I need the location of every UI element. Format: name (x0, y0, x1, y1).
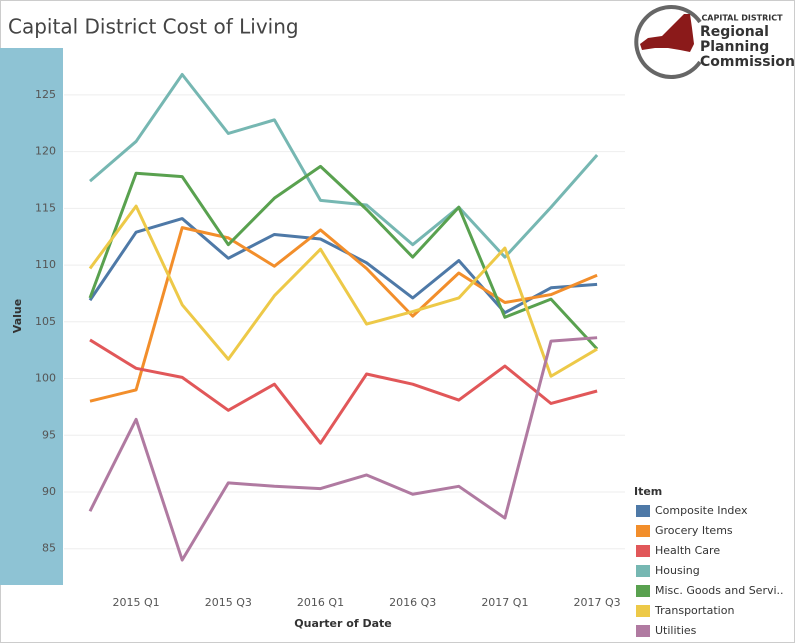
legend-swatch (636, 545, 650, 557)
x-tick-label: 2017 Q3 (574, 596, 621, 609)
x-tick-label: 2015 Q3 (205, 596, 252, 609)
legend-swatch (636, 505, 650, 517)
series-line (88, 336, 598, 562)
legend-swatch (636, 585, 650, 597)
logo-text: Commission (700, 54, 795, 70)
y-tick-label: 95 (42, 428, 56, 441)
logo-ring (634, 5, 702, 79)
chart-title: Capital District Cost of Living (8, 15, 299, 39)
logo-text: CAPITAL DISTRICT (701, 14, 783, 23)
y-tick-label: 110 (35, 258, 56, 271)
y-tick-label: 125 (35, 88, 56, 101)
legend-label: Composite Index (655, 504, 748, 517)
y-tick-label: 120 (35, 145, 56, 158)
logo-state (640, 14, 694, 52)
y-axis-title: Value (11, 299, 24, 333)
legend-swatch (636, 605, 650, 617)
y-axis-band (0, 48, 63, 585)
series-line (89, 226, 598, 403)
series-line (89, 338, 598, 445)
y-tick-label: 90 (42, 485, 56, 498)
y-tick-label: 115 (35, 201, 56, 214)
x-tick-label: 2017 Q1 (481, 596, 528, 609)
legend-label: Grocery Items (655, 524, 733, 537)
x-tick-label: 2016 Q3 (389, 596, 436, 609)
y-tick-label: 100 (35, 372, 56, 385)
x-axis-title: Quarter of Date (294, 617, 391, 630)
logo-text: Regional (700, 24, 769, 40)
logo: CAPITAL DISTRICT Regional Planning Commi… (634, 5, 795, 79)
legend-label: Misc. Goods and Servi.. (655, 584, 784, 597)
legend-swatch (636, 565, 650, 577)
legend-label: Health Care (655, 544, 720, 557)
series-line (88, 204, 598, 378)
x-tick-label: 2016 Q1 (297, 596, 344, 609)
legend-label: Transportation (654, 604, 734, 617)
legend-swatch (636, 625, 650, 637)
series-line (88, 164, 599, 351)
legend-label: Utilities (655, 624, 697, 637)
legend-swatch (636, 525, 650, 537)
legend-label: Housing (655, 564, 700, 577)
y-tick-label: 105 (35, 315, 56, 328)
y-tick-label: 85 (42, 542, 56, 555)
x-tick-label: 2015 Q1 (113, 596, 160, 609)
legend-title: Item (634, 485, 662, 498)
logo-text: Planning (700, 39, 769, 55)
series-line (89, 72, 599, 259)
